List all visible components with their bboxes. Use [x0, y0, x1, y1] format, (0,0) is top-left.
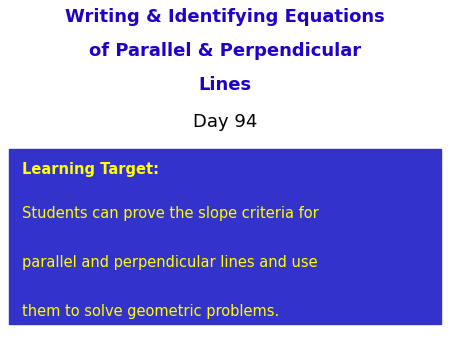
Text: Learning Target:: Learning Target:	[22, 162, 159, 177]
Text: parallel and perpendicular lines and use: parallel and perpendicular lines and use	[22, 255, 318, 270]
Text: of Parallel & Perpendicular: of Parallel & Perpendicular	[89, 42, 361, 60]
Text: Day 94: Day 94	[193, 113, 257, 131]
Text: Writing & Identifying Equations: Writing & Identifying Equations	[65, 8, 385, 26]
Text: Students can prove the slope criteria for: Students can prove the slope criteria fo…	[22, 206, 319, 221]
FancyBboxPatch shape	[9, 149, 441, 324]
Text: them to solve geometric problems.: them to solve geometric problems.	[22, 304, 280, 319]
Text: Lines: Lines	[198, 76, 252, 94]
